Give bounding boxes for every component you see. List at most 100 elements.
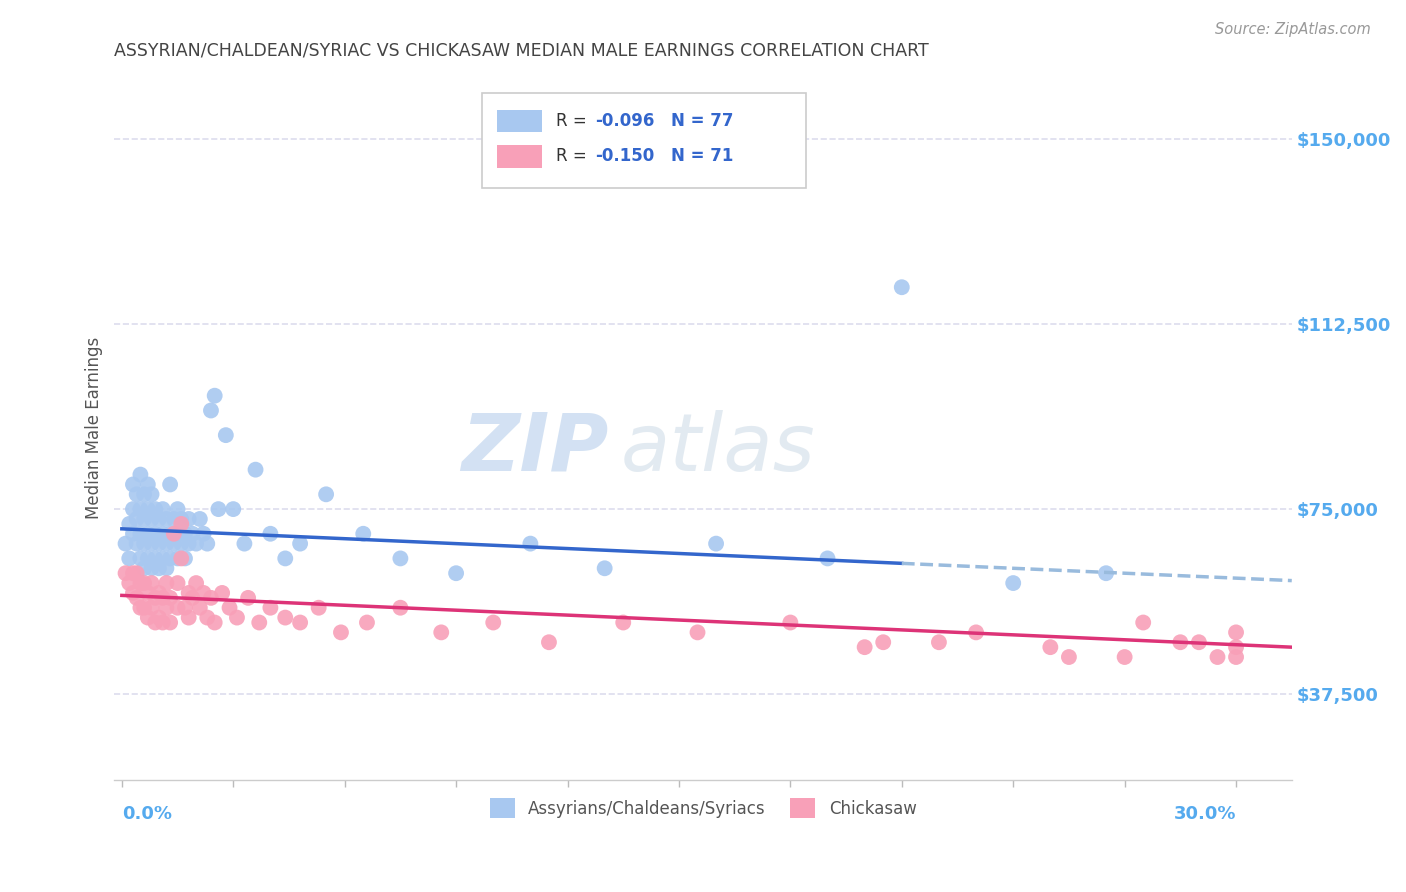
Point xyxy=(143,526,166,541)
Point xyxy=(141,576,163,591)
Point xyxy=(134,487,156,501)
Point xyxy=(143,551,166,566)
Point xyxy=(159,551,181,566)
Point xyxy=(148,561,170,575)
Point xyxy=(166,526,188,541)
Point xyxy=(152,526,174,541)
Point xyxy=(188,600,211,615)
Point xyxy=(965,625,987,640)
Point xyxy=(612,615,634,630)
Point xyxy=(872,635,894,649)
Point xyxy=(125,512,148,526)
Point xyxy=(163,512,186,526)
Point xyxy=(389,600,412,615)
Point xyxy=(274,551,297,566)
Point xyxy=(174,600,197,615)
Point xyxy=(181,591,204,605)
FancyBboxPatch shape xyxy=(482,93,806,188)
Text: 0.0%: 0.0% xyxy=(122,805,172,823)
Point xyxy=(195,610,218,624)
Point xyxy=(537,635,560,649)
Point xyxy=(129,467,152,482)
Point xyxy=(141,600,163,615)
Point xyxy=(288,536,311,550)
Point xyxy=(195,536,218,550)
Point xyxy=(152,591,174,605)
Point xyxy=(1002,576,1025,591)
Point xyxy=(155,512,177,526)
Point xyxy=(114,566,136,581)
Point xyxy=(125,536,148,550)
Point xyxy=(1225,650,1247,665)
Point xyxy=(118,516,141,531)
Point xyxy=(129,502,152,516)
Text: R =: R = xyxy=(555,112,592,130)
Point xyxy=(177,586,200,600)
Point xyxy=(125,487,148,501)
Point xyxy=(211,586,233,600)
Point xyxy=(259,600,281,615)
Point xyxy=(430,625,453,640)
Point xyxy=(166,502,188,516)
Point xyxy=(134,576,156,591)
Point xyxy=(159,615,181,630)
Point xyxy=(356,615,378,630)
Point xyxy=(245,463,267,477)
Text: N = 77: N = 77 xyxy=(671,112,734,130)
Text: ASSYRIAN/CHALDEAN/SYRIAC VS CHICKASAW MEDIAN MALE EARNINGS CORRELATION CHART: ASSYRIAN/CHALDEAN/SYRIAC VS CHICKASAW ME… xyxy=(114,42,929,60)
Point xyxy=(226,610,249,624)
Point xyxy=(159,477,181,491)
Point xyxy=(136,477,159,491)
Point xyxy=(141,561,163,575)
Point xyxy=(134,512,156,526)
Point xyxy=(170,512,193,526)
Point xyxy=(222,502,245,516)
Point xyxy=(200,591,222,605)
Point xyxy=(159,526,181,541)
Point xyxy=(134,600,156,615)
Point xyxy=(134,561,156,575)
Point xyxy=(1095,566,1118,581)
Point xyxy=(166,576,188,591)
Point xyxy=(686,625,709,640)
Point xyxy=(1188,635,1211,649)
Point xyxy=(143,591,166,605)
Point xyxy=(152,615,174,630)
Point xyxy=(129,600,152,615)
Point xyxy=(308,600,330,615)
Point xyxy=(166,551,188,566)
Point xyxy=(193,526,215,541)
Point xyxy=(1132,615,1154,630)
Y-axis label: Median Male Earnings: Median Male Earnings xyxy=(86,336,103,519)
Point xyxy=(129,526,152,541)
Point xyxy=(143,502,166,516)
Point xyxy=(274,610,297,624)
Point xyxy=(125,591,148,605)
Text: -0.096: -0.096 xyxy=(595,112,654,130)
Point xyxy=(122,566,145,581)
Point xyxy=(200,403,222,417)
Point xyxy=(233,536,256,550)
Point xyxy=(177,536,200,550)
Point xyxy=(155,576,177,591)
Point xyxy=(519,536,541,550)
Point xyxy=(177,610,200,624)
FancyBboxPatch shape xyxy=(498,110,541,132)
Point xyxy=(184,576,207,591)
Text: 30.0%: 30.0% xyxy=(1174,805,1236,823)
Point xyxy=(247,615,270,630)
Point xyxy=(181,526,204,541)
Point xyxy=(444,566,467,581)
Point xyxy=(125,566,148,581)
Point xyxy=(166,600,188,615)
FancyBboxPatch shape xyxy=(498,145,541,168)
Point xyxy=(1114,650,1136,665)
Point xyxy=(1039,640,1062,655)
Point xyxy=(136,551,159,566)
Text: atlas: atlas xyxy=(620,410,815,488)
Legend: Assyrians/Chaldeans/Syriacs, Chickasaw: Assyrians/Chaldeans/Syriacs, Chickasaw xyxy=(482,791,924,825)
Point xyxy=(593,561,616,575)
Point xyxy=(155,561,177,575)
Point xyxy=(1225,625,1247,640)
Point xyxy=(148,512,170,526)
